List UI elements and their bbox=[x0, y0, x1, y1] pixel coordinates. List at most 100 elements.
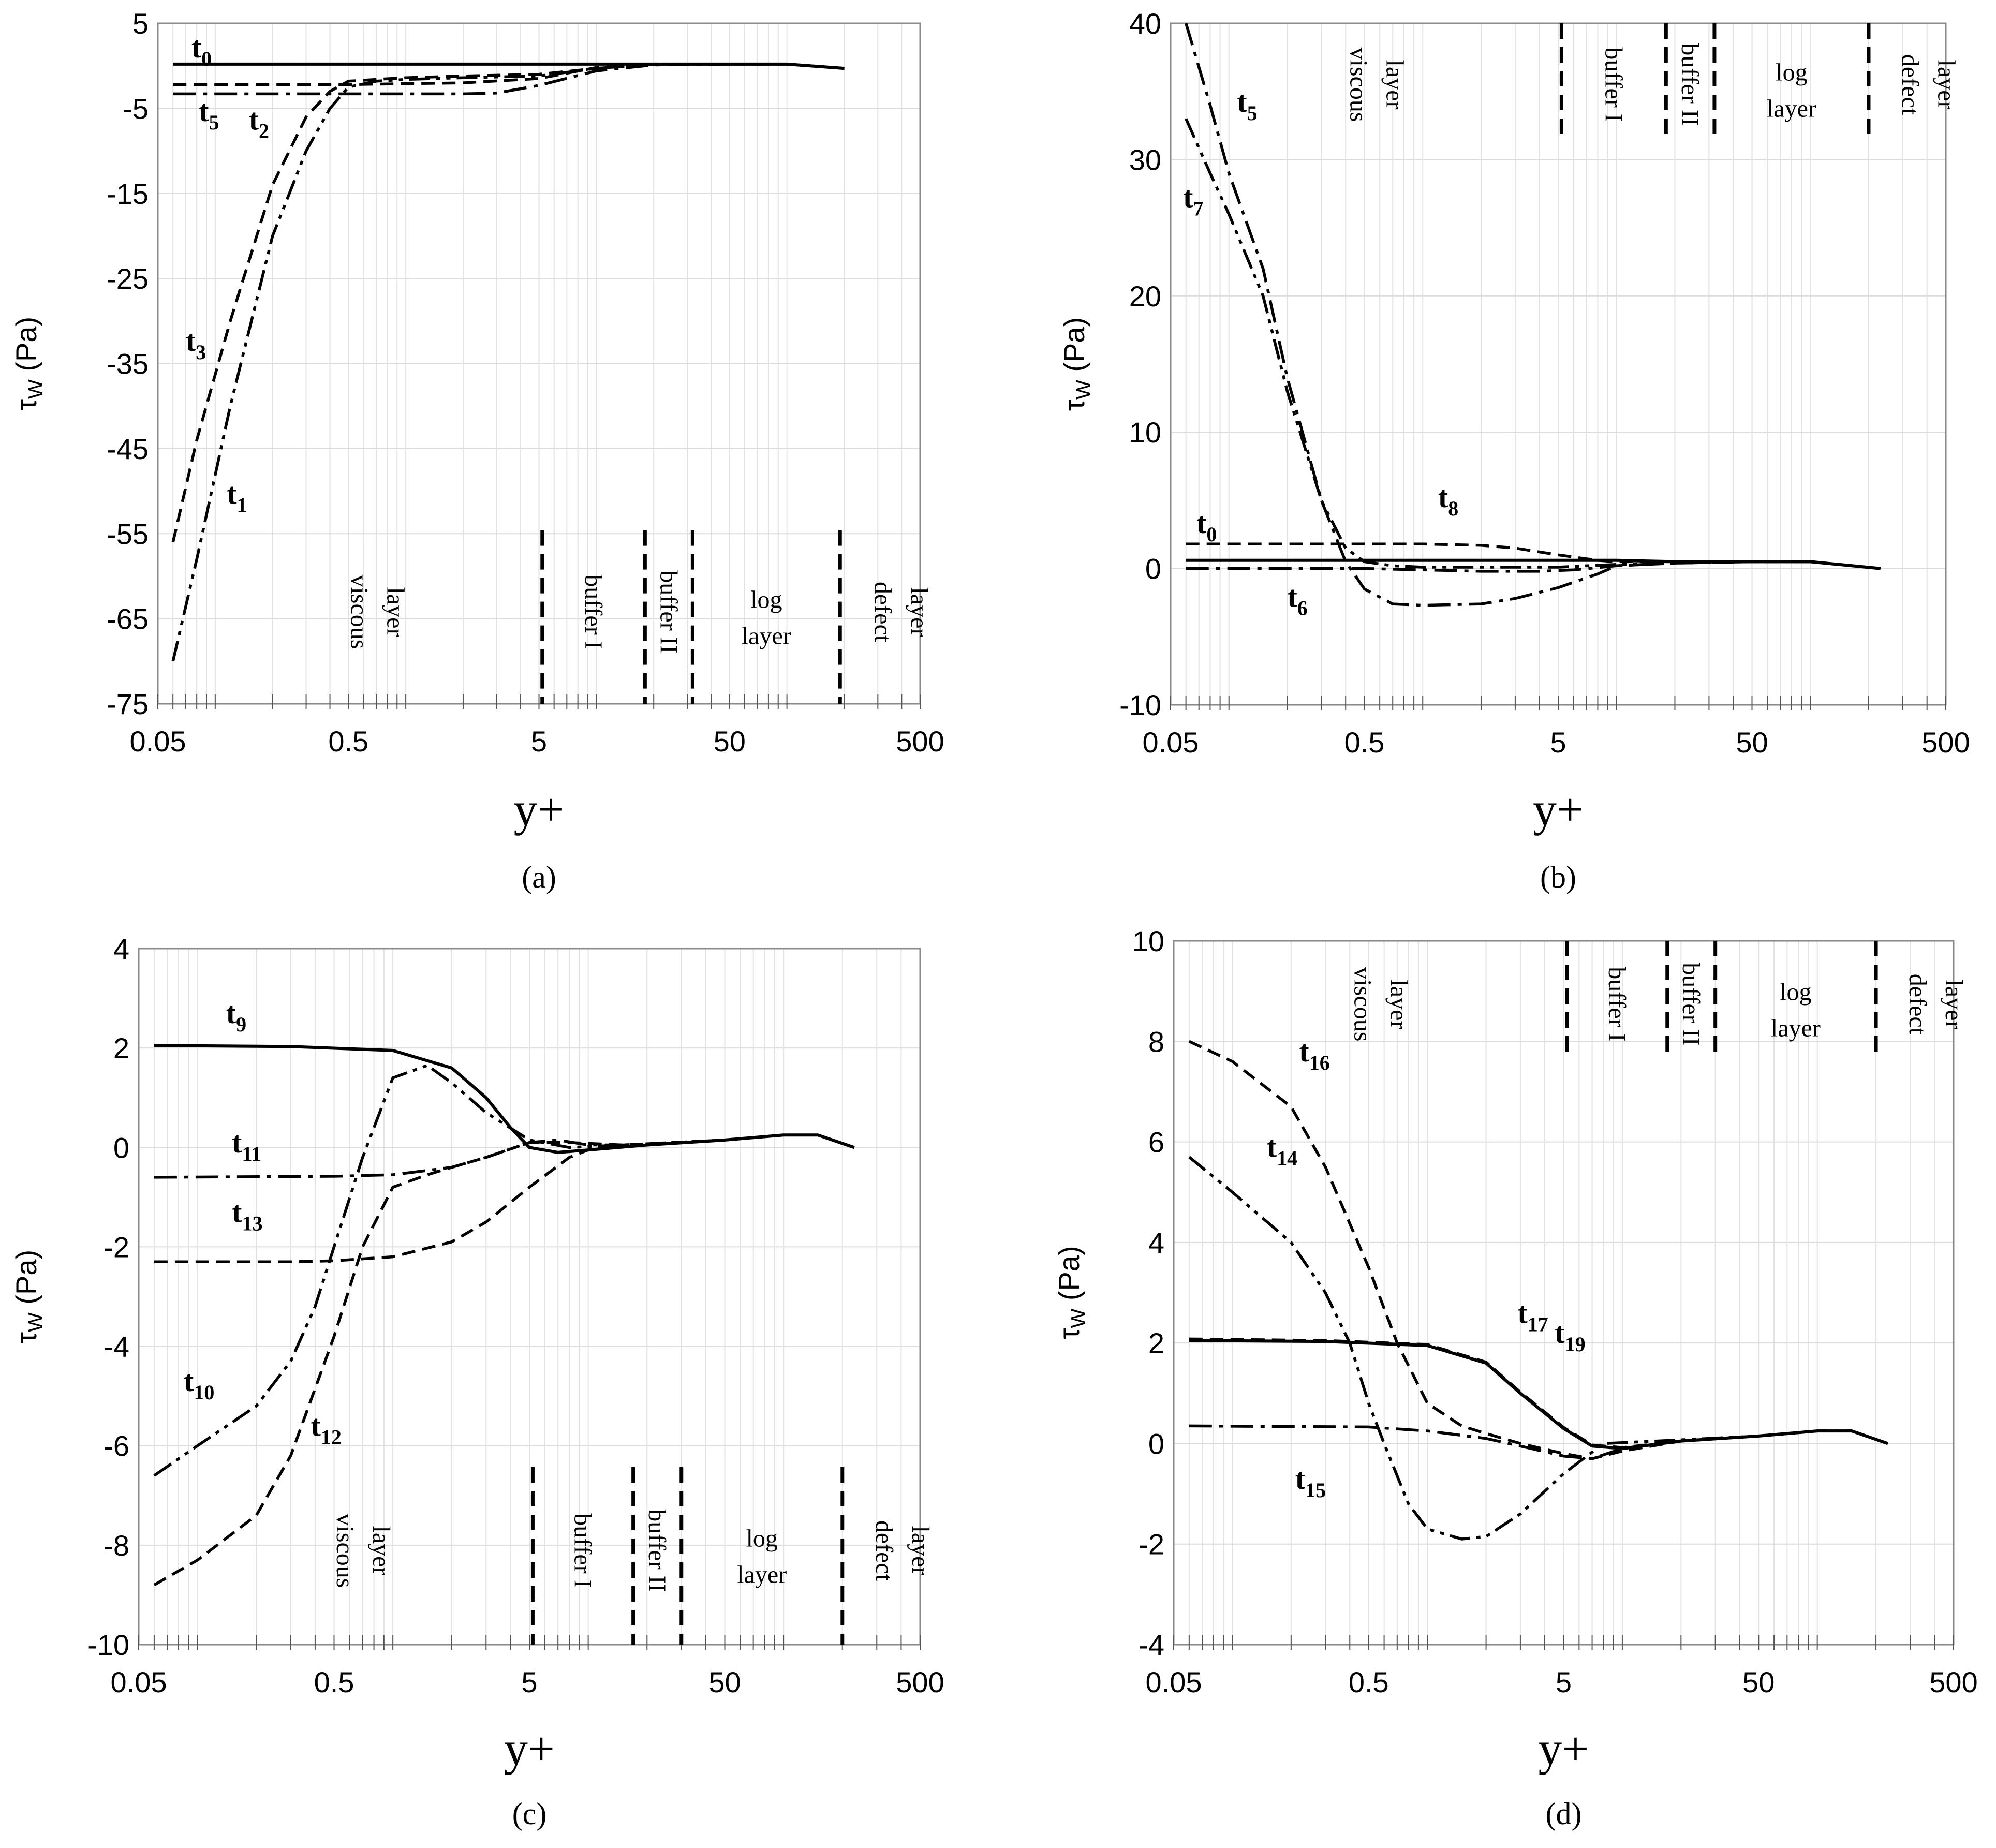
panel-a-y-tick-label: -45 bbox=[107, 433, 149, 465]
panel-b-region-label-1: buffer I bbox=[1600, 47, 1627, 122]
panel-c-x-axis-label: y+ bbox=[504, 1722, 555, 1775]
panel-b-annotation-subscript: 7 bbox=[1193, 197, 1203, 220]
panel-d-annotation-letter: t bbox=[1295, 1462, 1306, 1496]
panel-b-x-tick-label: 500 bbox=[1921, 726, 1970, 759]
panel-c-region-label-line1: defect bbox=[870, 1520, 898, 1581]
panel-a-minor-ticks bbox=[157, 694, 921, 709]
panel-a-annotation-t3: t3 bbox=[186, 324, 206, 364]
panel-c-region-label-line2: layer bbox=[367, 1526, 395, 1575]
panel-a-y-tick-label: -35 bbox=[107, 348, 149, 380]
panel-b-series bbox=[1185, 23, 1881, 607]
panel-c-region-label-0: viscous layer bbox=[331, 1513, 395, 1588]
panel-c-region-label-line1: viscous bbox=[331, 1513, 359, 1588]
panel-c-y-tick-label: 2 bbox=[113, 1032, 129, 1065]
panel-c-annotation-t10: t10 bbox=[184, 1364, 214, 1404]
panel-c-region-label-1: buffer I bbox=[569, 1513, 597, 1588]
panel-a-x-tick-label: 0.05 bbox=[130, 725, 186, 758]
panel-a-annotation-t1: t1 bbox=[227, 477, 247, 517]
panel-b-annotation-letter: t bbox=[1237, 85, 1247, 119]
panel-a-x-tick-label: 50 bbox=[714, 725, 746, 758]
panel-b-series-t0 bbox=[1186, 558, 1881, 570]
panel-d-region-label-line1: defect bbox=[1904, 974, 1931, 1035]
panel-c-x-tick-label: 500 bbox=[896, 1666, 944, 1698]
panel-d-series-t17 bbox=[1189, 1339, 1888, 1451]
panel-c-annotation-letter: t bbox=[226, 996, 236, 1030]
panel-c-annotation-letter: t bbox=[311, 1409, 321, 1443]
panel-b-annotation-t7: t7 bbox=[1183, 181, 1203, 220]
panel-d-annotation-subscript: 19 bbox=[1565, 1333, 1586, 1356]
panel-b-annotation-t6: t6 bbox=[1287, 580, 1307, 619]
panel-b-annotation-t8: t8 bbox=[1438, 480, 1458, 520]
panel-a-annotation-t2: t2 bbox=[249, 102, 269, 142]
panel-c-series-t12 bbox=[153, 1133, 855, 1587]
panel-a-panel-label: (a) bbox=[522, 860, 556, 894]
panel-b-region-label-log-2: layer bbox=[1767, 95, 1816, 123]
panel-a-gridlines bbox=[158, 23, 920, 704]
panel-c-annotation-letter: t bbox=[184, 1364, 194, 1398]
panel-d-y-tick-label: 6 bbox=[1148, 1126, 1164, 1159]
panel-c-x-tick-label: 0.05 bbox=[111, 1666, 167, 1698]
panel-b-region-label-line1: defect bbox=[1896, 54, 1924, 115]
panel-b-x-tick-label: 0.5 bbox=[1344, 726, 1385, 759]
panel-c-annotation-t13: t13 bbox=[232, 1195, 262, 1235]
panel-b-y-tick-label: 40 bbox=[1129, 7, 1161, 40]
panel-a-annotation-letter: t bbox=[199, 94, 209, 128]
panel-c-x-tick-label: 0.5 bbox=[314, 1666, 354, 1698]
panel-c-region-label-line1: buffer I bbox=[569, 1513, 597, 1588]
panel-a-x-tick-label: 500 bbox=[896, 725, 944, 758]
panel-b-gridlines bbox=[1171, 23, 1946, 705]
panel-d-series-t15 bbox=[1189, 1424, 1888, 1460]
panel-b-annotation-letter: t bbox=[1438, 480, 1448, 514]
panel-c-y-tick-label: -10 bbox=[87, 1629, 129, 1661]
panel-a-y-axis-label-subscript: W bbox=[24, 379, 47, 399]
panel-a: 5-5-15-25-35-45-55-65-750.05 0.5 5 50 500τW … bbox=[10, 7, 944, 894]
panel-a-y-axis-label: τW (Pa) bbox=[10, 317, 47, 410]
panel-b-region-label-2: buffer II bbox=[1676, 43, 1704, 126]
panel-a-x-tick-label: 0.5 bbox=[328, 725, 368, 758]
panel-a-x-tick-label: 5 bbox=[531, 725, 547, 758]
panel-a-series bbox=[171, 62, 845, 662]
panel-d-region-label-4: defect layer bbox=[1904, 974, 1968, 1035]
panel-a-region-label-line1: buffer II bbox=[655, 570, 682, 653]
panel-b-y-axis-label: τW (Pa) bbox=[1058, 317, 1095, 411]
panel-b-region-label-log: log bbox=[1776, 59, 1807, 86]
panel-d-y-tick-label: -4 bbox=[1139, 1629, 1164, 1661]
panel-a-region-label-4: defect layer bbox=[869, 582, 933, 643]
panel-c-annotation-subscript: 12 bbox=[321, 1426, 342, 1449]
panel-d-gridlines bbox=[1174, 940, 1954, 1645]
panel-d-y-tick-label: 0 bbox=[1148, 1427, 1164, 1460]
panel-c-series-t9 bbox=[154, 1044, 855, 1154]
panel-c-y-tick-label: -8 bbox=[104, 1529, 129, 1562]
panel-a-annotation-letter: t bbox=[227, 477, 237, 511]
panel-b-annotation-t0: t0 bbox=[1196, 506, 1217, 546]
panel-b-y-axis-label-subscript: W bbox=[1072, 380, 1095, 400]
panel-c-annotation-t11: t11 bbox=[232, 1126, 261, 1165]
panel-d-y-axis-label-symbol: τ bbox=[1053, 1328, 1085, 1340]
panel-d-y-axis-label: τW (Pa) bbox=[1053, 1246, 1090, 1339]
panel-c-series-t13 bbox=[154, 1133, 855, 1264]
panel-c-region-label-4: defect layer bbox=[870, 1520, 934, 1581]
panel-d-region-label-log-2: layer bbox=[1771, 1014, 1821, 1042]
panel-b-x-tick-label: 50 bbox=[1736, 726, 1768, 759]
panel-b-y-axis-label-unit: (Pa) bbox=[1058, 317, 1090, 380]
panel-d-y-tick-label: 8 bbox=[1148, 1025, 1164, 1058]
panel-a-series-t1 bbox=[171, 63, 845, 662]
panel-a-y-tick-label: -75 bbox=[107, 688, 149, 720]
panel-b-annotation-letter: t bbox=[1287, 580, 1297, 613]
panel-a-region-label-2: buffer II bbox=[655, 570, 682, 653]
panel-a-annotation-subscript: 2 bbox=[259, 119, 269, 142]
panel-b-y-tick-label: -10 bbox=[1119, 689, 1161, 721]
panel-c-region-label-log: log bbox=[746, 1525, 778, 1552]
panel-d-region-label-line1: buffer I bbox=[1603, 967, 1631, 1041]
panel-b-region-label-line1: buffer II bbox=[1676, 43, 1704, 126]
panel-c-region-label-line2: layer bbox=[907, 1526, 934, 1575]
panel-a-y-tick-label: 5 bbox=[132, 7, 149, 40]
panel-a-y-axis-label-unit: (Pa) bbox=[10, 317, 42, 379]
panel-d-region-label-line2: layer bbox=[1385, 979, 1413, 1029]
panel-c-y-tick-label: -4 bbox=[104, 1330, 129, 1363]
panel-d-x-tick-label: 0.5 bbox=[1349, 1666, 1389, 1698]
panel-d-minor-ticks bbox=[1173, 1635, 1954, 1650]
panel-b-region-label-line1: buffer I bbox=[1600, 47, 1627, 122]
panel-c-region-label-2: buffer II bbox=[643, 1509, 671, 1592]
